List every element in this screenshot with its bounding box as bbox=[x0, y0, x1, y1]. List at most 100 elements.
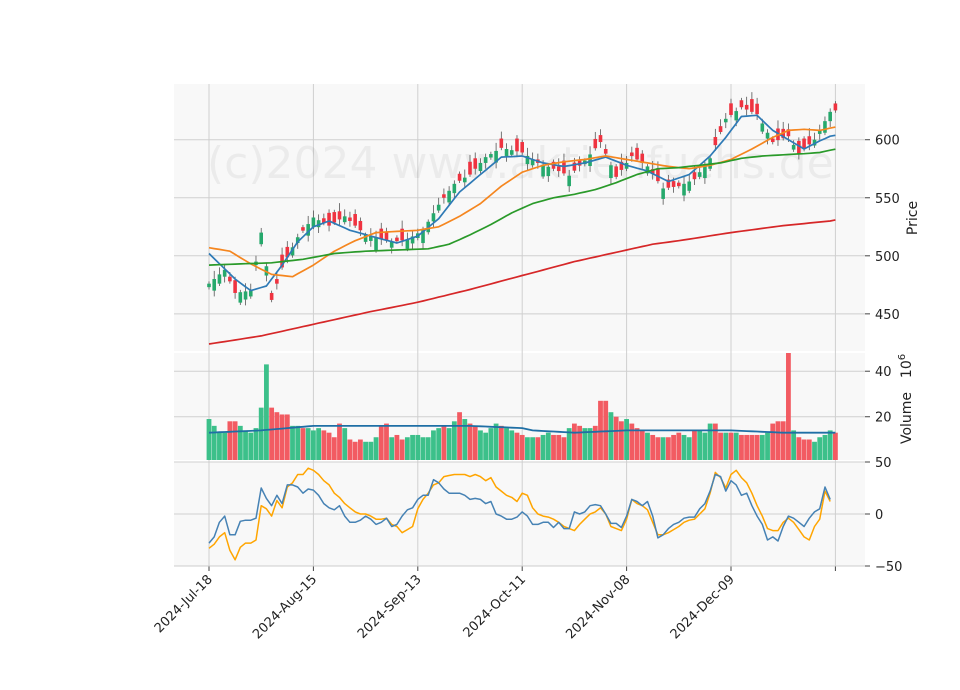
volume-bar bbox=[535, 437, 541, 460]
volume-bar bbox=[264, 364, 269, 460]
volume-bar bbox=[754, 434, 760, 460]
x-tick-label: 2024-Oct-11 bbox=[461, 572, 529, 640]
candle-body bbox=[718, 126, 723, 132]
volume-bar bbox=[723, 432, 729, 460]
volume-bar bbox=[404, 437, 410, 460]
candle-body bbox=[650, 169, 655, 174]
volume-bar bbox=[311, 430, 316, 460]
candle-body bbox=[233, 280, 237, 293]
watermark: (c)2024 www.aktienfuchs.de bbox=[207, 138, 834, 189]
candle-body bbox=[275, 279, 279, 284]
volume-bar bbox=[316, 428, 322, 460]
candle-body bbox=[802, 138, 806, 150]
price-y-tick-label: 500 bbox=[875, 250, 900, 265]
sma-long-line bbox=[208, 219, 836, 345]
candle-body bbox=[697, 172, 702, 177]
volume-bar bbox=[243, 430, 248, 460]
x-tick-label: 2024-Nov-08 bbox=[563, 572, 633, 642]
volume-bar bbox=[253, 428, 259, 460]
volume-bar bbox=[728, 432, 734, 460]
candle-body bbox=[682, 183, 686, 196]
candle-body bbox=[572, 162, 577, 171]
candle-body bbox=[207, 283, 211, 288]
volume-bar bbox=[806, 439, 812, 460]
volume-bar bbox=[791, 430, 797, 460]
candle-body bbox=[515, 138, 519, 152]
volume-bar bbox=[817, 437, 823, 460]
candle-body bbox=[379, 228, 384, 240]
oscillator-panel bbox=[208, 467, 831, 561]
volume-bar bbox=[566, 428, 572, 460]
candle-body bbox=[661, 188, 665, 199]
volume-y-tick-label: 20 bbox=[875, 411, 892, 426]
candle-body bbox=[755, 103, 759, 115]
volume-bar bbox=[305, 428, 311, 460]
candle-body bbox=[353, 214, 357, 226]
candle-body bbox=[760, 123, 765, 132]
volume-bar bbox=[634, 428, 640, 460]
volume-bar bbox=[744, 434, 750, 460]
candle-body bbox=[812, 139, 817, 146]
volume-bar bbox=[441, 425, 447, 460]
volume-bar bbox=[462, 419, 468, 460]
volume-bar bbox=[337, 423, 342, 460]
volume-bar bbox=[279, 414, 285, 460]
candle-body bbox=[489, 154, 493, 158]
candle-body bbox=[765, 132, 770, 139]
volume-bar bbox=[598, 400, 603, 460]
volume-bar bbox=[504, 428, 509, 460]
volume-bar bbox=[483, 432, 489, 460]
candle-body bbox=[593, 138, 598, 149]
volume-bar bbox=[770, 423, 776, 460]
candle-body bbox=[588, 154, 592, 167]
volume-bar bbox=[451, 421, 457, 460]
oscillator-y-tick-label: 50 bbox=[875, 456, 892, 471]
volume-bar bbox=[206, 419, 212, 460]
candle-body bbox=[442, 194, 446, 198]
candle-body bbox=[421, 230, 425, 244]
candle-body bbox=[494, 150, 498, 163]
volume-bar bbox=[295, 425, 301, 460]
volume-bar bbox=[519, 434, 525, 460]
volume-bar bbox=[739, 434, 744, 460]
volume-bar bbox=[368, 441, 374, 460]
volume-bar bbox=[765, 432, 770, 460]
volume-bar bbox=[812, 441, 817, 460]
volume-bar bbox=[572, 423, 577, 460]
volume-axis-label: Volume bbox=[899, 392, 915, 444]
candle-body bbox=[734, 111, 739, 121]
volume-bar bbox=[540, 434, 546, 460]
candle-body bbox=[395, 237, 399, 242]
candle-body bbox=[436, 204, 441, 211]
candle-body bbox=[431, 213, 436, 222]
volume-bar bbox=[525, 437, 530, 460]
candle-body bbox=[577, 159, 582, 166]
volume-bar bbox=[582, 428, 588, 460]
candle-body bbox=[457, 173, 462, 181]
volume-bar bbox=[759, 434, 765, 460]
candle-body bbox=[384, 232, 389, 241]
volume-bar bbox=[551, 434, 556, 460]
volume-bar bbox=[827, 430, 833, 460]
candle-body bbox=[462, 177, 467, 183]
volume-bar bbox=[509, 430, 515, 460]
volume-bar bbox=[357, 439, 363, 460]
volume-bar bbox=[629, 423, 635, 460]
candle-body bbox=[750, 99, 754, 112]
oscillator-signal-line bbox=[208, 467, 831, 561]
volume-bar bbox=[775, 421, 781, 460]
x-tick-label: 2024-Aug-15 bbox=[250, 572, 320, 642]
volume-bar bbox=[331, 437, 337, 460]
candle-body bbox=[619, 161, 624, 170]
volume-bar bbox=[378, 425, 384, 460]
candle-body bbox=[212, 279, 217, 291]
price-panel-bg bbox=[174, 84, 865, 351]
volume-bar bbox=[702, 432, 708, 460]
volume-bar bbox=[363, 441, 368, 460]
volume-bar bbox=[592, 425, 598, 460]
volume-bar bbox=[671, 434, 676, 460]
candle-body bbox=[541, 164, 545, 177]
volume-average-line bbox=[208, 424, 836, 434]
price-y-tick-label: 600 bbox=[875, 134, 900, 149]
price-axis-label: Price bbox=[905, 201, 921, 235]
